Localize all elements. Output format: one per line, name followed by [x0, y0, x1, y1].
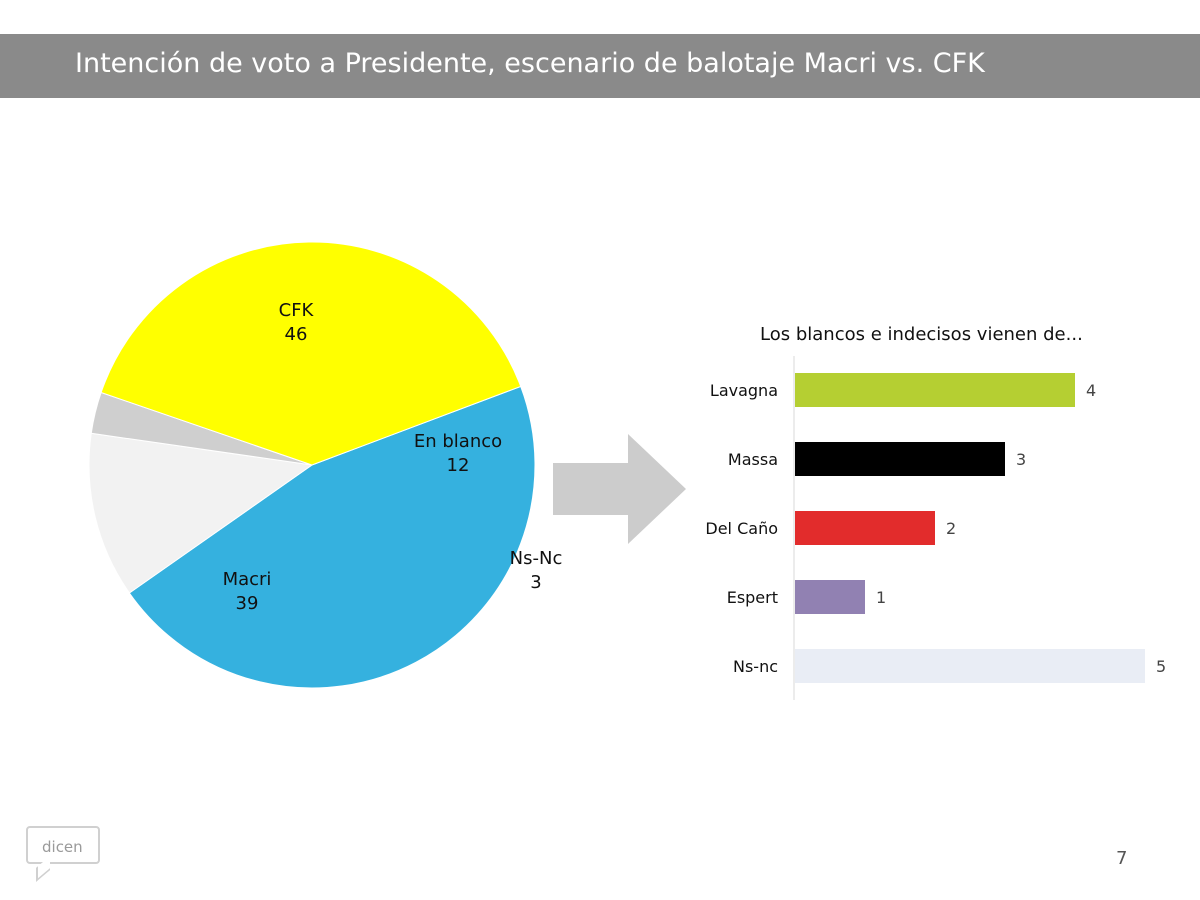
pie-slice-macri — [100, 241, 522, 466]
bar-value-ns-nc: 5 — [1156, 657, 1166, 676]
bar-value-massa: 3 — [1016, 450, 1026, 469]
page-title: Intención de voto a Presidente, escenari… — [75, 48, 985, 79]
pie-slice-en-blanco — [88, 432, 314, 594]
pie-value-ns-nc: 3 — [530, 572, 541, 593]
bar-category-del-ca-o: Del Caño — [705, 519, 778, 538]
bar-del-ca-o — [795, 511, 935, 545]
pie-label-cfk: CFK — [279, 300, 315, 321]
right-arrow-icon — [553, 434, 686, 544]
bar-ns-nc — [795, 649, 1145, 683]
bar-value-espert: 1 — [876, 588, 886, 607]
bar-chart-title: Los blancos e indecisos vienen de... — [760, 324, 1083, 345]
bar-category-ns-nc: Ns-nc — [733, 657, 778, 676]
dicen-logo: dicen — [26, 826, 100, 882]
pie-label-ns-nc: Ns-Nc — [510, 548, 563, 569]
bar-espert — [795, 580, 865, 614]
pie-chart: CFK 46 En blanco 12 Ns-Nc 3 Macri 39 — [88, 241, 563, 689]
bar-massa — [795, 442, 1005, 476]
pie-label-en-blanco: En blanco — [414, 431, 502, 452]
header-bar: Intención de voto a Presidente, escenari… — [0, 34, 1200, 98]
pie-label-macri: Macri — [223, 569, 272, 590]
bar-lavagna — [795, 373, 1075, 407]
bar-category-massa: Massa — [728, 450, 778, 469]
logo-text: dicen — [42, 838, 83, 856]
pie-slice-cfk — [128, 385, 536, 689]
bar-category-espert: Espert — [727, 588, 778, 607]
pie-value-cfk: 46 — [285, 324, 308, 345]
page-number: 7 — [1116, 848, 1128, 869]
bar-value-del-ca-o: 2 — [946, 519, 956, 538]
pie-value-macri: 39 — [236, 593, 259, 614]
pie-value-en-blanco: 12 — [447, 455, 470, 476]
bar-value-lavagna: 4 — [1086, 381, 1096, 400]
bar-category-lavagna: Lavagna — [710, 381, 778, 400]
bar-chart: Los blancos e indecisos vienen de... Lav… — [705, 324, 1166, 700]
